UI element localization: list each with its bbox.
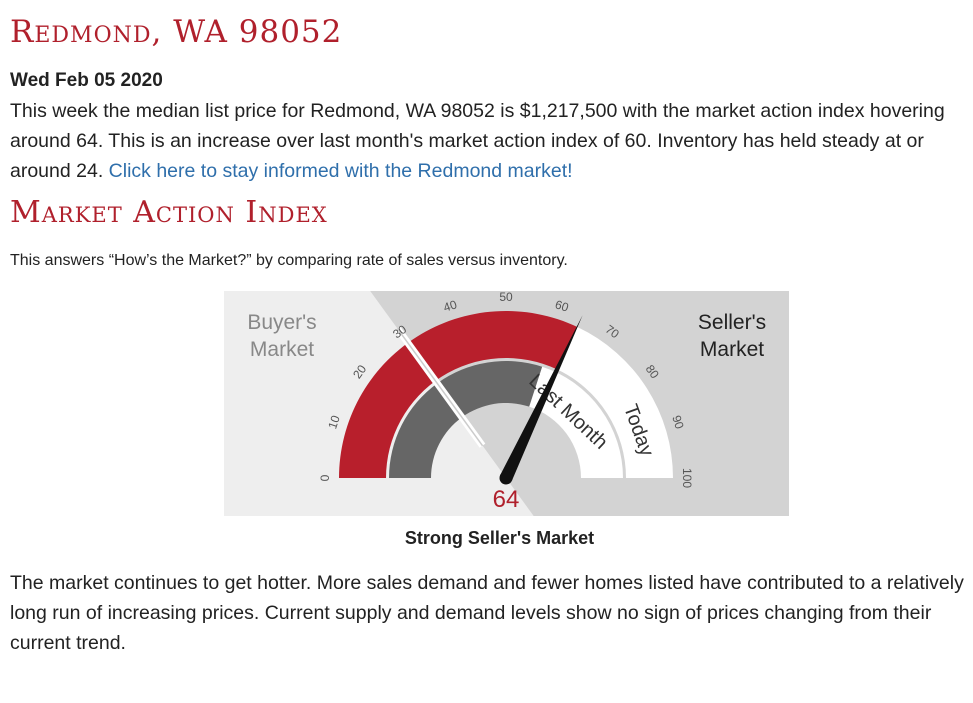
needle-pointer xyxy=(500,315,583,481)
needle-hub xyxy=(499,471,513,485)
location-title: Redmond, WA 98052 xyxy=(10,14,343,50)
tick-label: 60 xyxy=(553,297,570,315)
last-month-arc-background xyxy=(529,366,623,478)
buyers-market-label-line2: Market xyxy=(250,338,314,361)
last-month-arc xyxy=(389,361,543,478)
sellers-market-label-line1: Seller's xyxy=(698,311,766,334)
gauge-arcs xyxy=(339,310,673,478)
gauge-value: 64 xyxy=(493,486,520,513)
summary-paragraph: This week the median list price for Redm… xyxy=(10,96,965,186)
tick-label: 100 xyxy=(680,468,694,488)
buyers-market-label-line1: Buyer's xyxy=(247,311,316,334)
section-intro: This answers “How’s the Market?” by comp… xyxy=(10,252,568,269)
sellers-market-label-line2: Market xyxy=(700,338,764,361)
market-status-caption: Strong Seller's Market xyxy=(404,528,595,548)
tick-label: 40 xyxy=(442,297,459,315)
threshold-divider-line xyxy=(396,327,484,447)
tick-label: 10 xyxy=(325,413,343,430)
tick-label: 90 xyxy=(669,414,687,431)
market-conclusion: The market continues to get hotter. More… xyxy=(10,572,964,654)
report-date: Wed Feb 05 2020 xyxy=(10,70,163,91)
stay-informed-link[interactable]: Click here to stay informed with the Red… xyxy=(108,160,573,182)
today-arc-background xyxy=(557,326,673,478)
tick-label: 0 xyxy=(318,474,332,481)
gauge-needle xyxy=(499,315,583,485)
today-arc xyxy=(339,310,578,478)
summary-text: This week the median list price for Redm… xyxy=(10,100,945,182)
tick-label: 50 xyxy=(499,291,513,304)
section-title: Market Action Index xyxy=(10,195,328,230)
